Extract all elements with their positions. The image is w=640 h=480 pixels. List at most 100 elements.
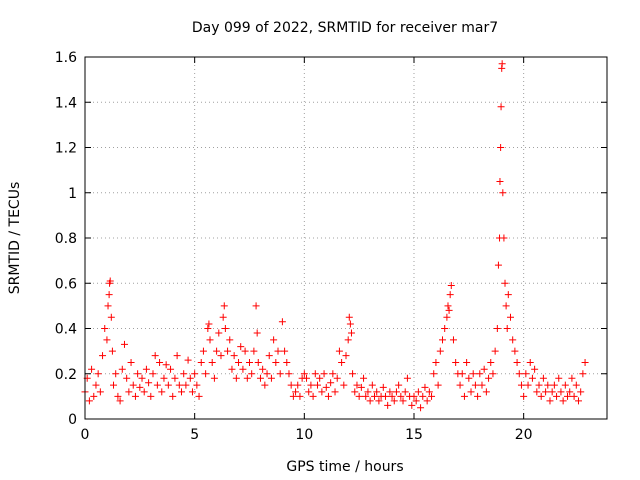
data-point	[239, 365, 247, 373]
data-point	[489, 370, 497, 378]
data-point	[202, 370, 210, 378]
data-point	[164, 381, 172, 389]
data-point	[169, 392, 177, 400]
data-point	[381, 392, 389, 400]
data-point	[287, 381, 295, 389]
data-point	[476, 370, 484, 378]
data-point	[360, 374, 368, 382]
data-point	[546, 397, 554, 405]
data-point	[327, 379, 335, 387]
data-point	[205, 320, 213, 328]
data-point	[362, 392, 370, 400]
data-point	[349, 370, 357, 378]
data-point	[224, 347, 232, 355]
data-point	[104, 302, 112, 310]
data-point	[92, 381, 100, 389]
data-point	[107, 313, 115, 321]
y-tick-label: 0.2	[55, 367, 77, 383]
data-point	[439, 336, 447, 344]
data-point	[561, 381, 569, 389]
data-point	[355, 392, 363, 400]
data-point	[149, 370, 157, 378]
data-point	[410, 392, 418, 400]
y-tick-label: 0	[68, 412, 77, 428]
data-point	[248, 370, 256, 378]
data-point	[474, 392, 482, 400]
data-point	[533, 388, 541, 396]
data-point	[182, 381, 190, 389]
data-point	[494, 261, 502, 269]
data-point	[303, 374, 311, 382]
data-point	[550, 381, 558, 389]
y-tick-label: 1.6	[55, 50, 77, 66]
data-point	[221, 325, 229, 332]
data-point	[388, 392, 396, 400]
data-point	[577, 388, 585, 396]
x-tick-label: 5	[190, 427, 199, 443]
data-point	[445, 306, 453, 314]
data-point	[542, 388, 550, 396]
data-point	[331, 388, 339, 396]
data-point	[537, 392, 545, 400]
data-point	[423, 397, 431, 405]
data-point	[215, 329, 223, 337]
data-point	[342, 352, 350, 360]
data-point	[568, 374, 576, 382]
data-point	[278, 318, 286, 326]
data-point	[243, 374, 251, 382]
y-tick-label: 0.8	[55, 231, 77, 247]
data-point	[108, 347, 116, 355]
data-point	[524, 381, 532, 389]
data-point	[197, 358, 205, 366]
data-point	[441, 325, 449, 332]
data-point	[309, 392, 317, 400]
data-point	[250, 347, 258, 355]
data-point	[487, 358, 495, 366]
data-point	[270, 336, 278, 344]
data-point	[136, 383, 144, 391]
data-point	[517, 381, 525, 389]
data-point	[557, 388, 565, 396]
data-point	[110, 381, 118, 389]
data-point	[125, 388, 133, 396]
data-point	[114, 392, 122, 400]
data-point	[447, 282, 455, 290]
y-tick-label: 1	[68, 186, 77, 202]
data-point	[245, 358, 253, 366]
data-point	[296, 392, 304, 400]
data-point	[458, 370, 466, 378]
data-point	[511, 347, 519, 355]
data-point	[366, 397, 374, 405]
data-point	[118, 365, 126, 373]
data-point	[430, 370, 438, 378]
data-point	[478, 381, 486, 389]
data-point	[237, 343, 245, 351]
data-point	[412, 397, 420, 405]
data-point	[509, 336, 517, 344]
y-tick-label: 0.6	[55, 276, 77, 292]
data-point	[520, 392, 528, 400]
data-point	[553, 392, 561, 400]
y-axis-label: SRMTID / TECUs	[7, 182, 23, 295]
data-point	[158, 388, 166, 396]
data-point	[579, 370, 587, 378]
data-point	[320, 370, 328, 378]
data-point	[443, 313, 451, 321]
data-point	[401, 388, 409, 396]
data-point	[272, 358, 280, 366]
data-point	[548, 388, 556, 396]
grid-layer	[85, 57, 607, 419]
data-point	[347, 329, 355, 337]
data-point	[289, 392, 297, 400]
data-point	[265, 352, 273, 360]
data-point	[195, 392, 203, 400]
data-point	[123, 374, 131, 382]
data-point	[425, 388, 433, 396]
data-point	[392, 388, 400, 396]
data-point	[220, 302, 228, 310]
data-point	[184, 356, 192, 364]
data-point	[364, 388, 372, 396]
data-point	[452, 358, 460, 366]
chart-title: Day 099 of 2022, SRMTID for receiver mar…	[192, 20, 498, 36]
data-point	[305, 388, 313, 396]
